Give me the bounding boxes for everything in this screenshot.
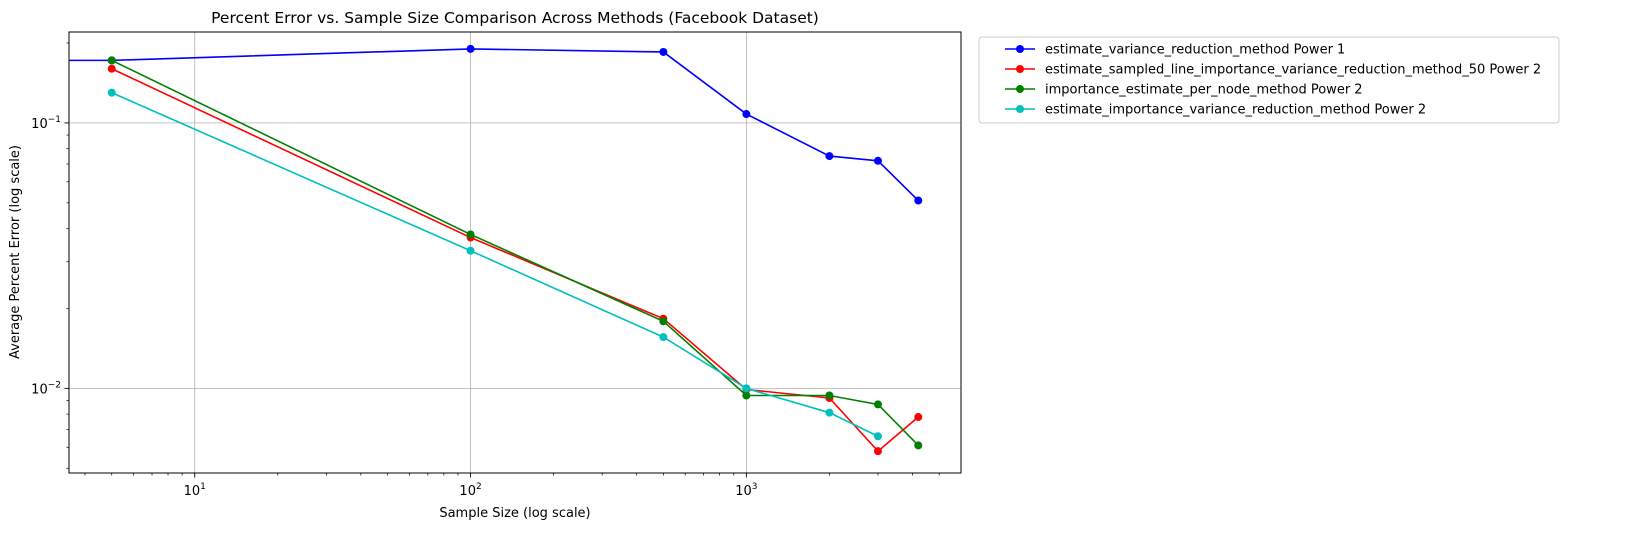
data-point (873, 432, 882, 441)
legend: estimate_variance_reduction_method Power… (978, 36, 1560, 124)
data-point (742, 110, 751, 119)
plot-frame (68, 31, 962, 474)
legend-label: estimate_importance_variance_reduction_m… (1045, 103, 1426, 118)
data-point (873, 156, 882, 165)
series-line (111, 91, 879, 437)
data-point (107, 88, 116, 97)
data-point (742, 384, 751, 393)
grid-layer (69, 32, 961, 473)
series-1 (69, 44, 923, 205)
legend-frame (978, 36, 1560, 124)
x-tick-label: 101 (184, 482, 206, 499)
data-point (466, 230, 475, 239)
data-point (873, 447, 882, 456)
data-point (825, 152, 834, 161)
y-tick-label: 10−1 (31, 115, 61, 132)
data-point (107, 64, 116, 73)
series-3 (107, 56, 923, 450)
series-layer (69, 44, 923, 456)
series-4 (107, 88, 882, 441)
data-point (466, 44, 475, 53)
data-point (466, 246, 475, 255)
series-line (111, 59, 919, 446)
chart-title: Percent Error vs. Sample Size Comparison… (211, 9, 819, 27)
legend-marker (1016, 85, 1024, 93)
legend-label: importance_estimate_per_node_method Powe… (1045, 83, 1363, 98)
legend-marker (1016, 65, 1024, 73)
data-point (914, 196, 923, 205)
data-point (914, 413, 923, 422)
series-line (111, 67, 919, 453)
legend-label: estimate_variance_reduction_method Power… (1045, 43, 1345, 58)
legend-marker (1016, 105, 1024, 113)
y-axis-label: Average Percent Error (log scale) (8, 145, 23, 359)
data-point (659, 317, 668, 326)
data-point (914, 441, 923, 450)
data-point (659, 47, 668, 56)
x-tick-label: 103 (735, 482, 757, 499)
data-point (742, 391, 751, 400)
legend-label: estimate_sampled_line_importance_varianc… (1045, 63, 1541, 78)
tick-layer: 101 102 103 10−1 10−2 (31, 42, 940, 499)
x-axis-label: Sample Size (log scale) (439, 506, 590, 521)
data-point (873, 400, 882, 409)
y-tick-label: 10−2 (31, 380, 61, 397)
data-point (107, 56, 116, 65)
x-tick-label: 102 (459, 482, 481, 499)
legend-marker (1016, 45, 1024, 53)
data-point (825, 408, 834, 417)
series-line (69, 48, 919, 202)
data-point (659, 333, 668, 342)
data-point (825, 391, 834, 400)
